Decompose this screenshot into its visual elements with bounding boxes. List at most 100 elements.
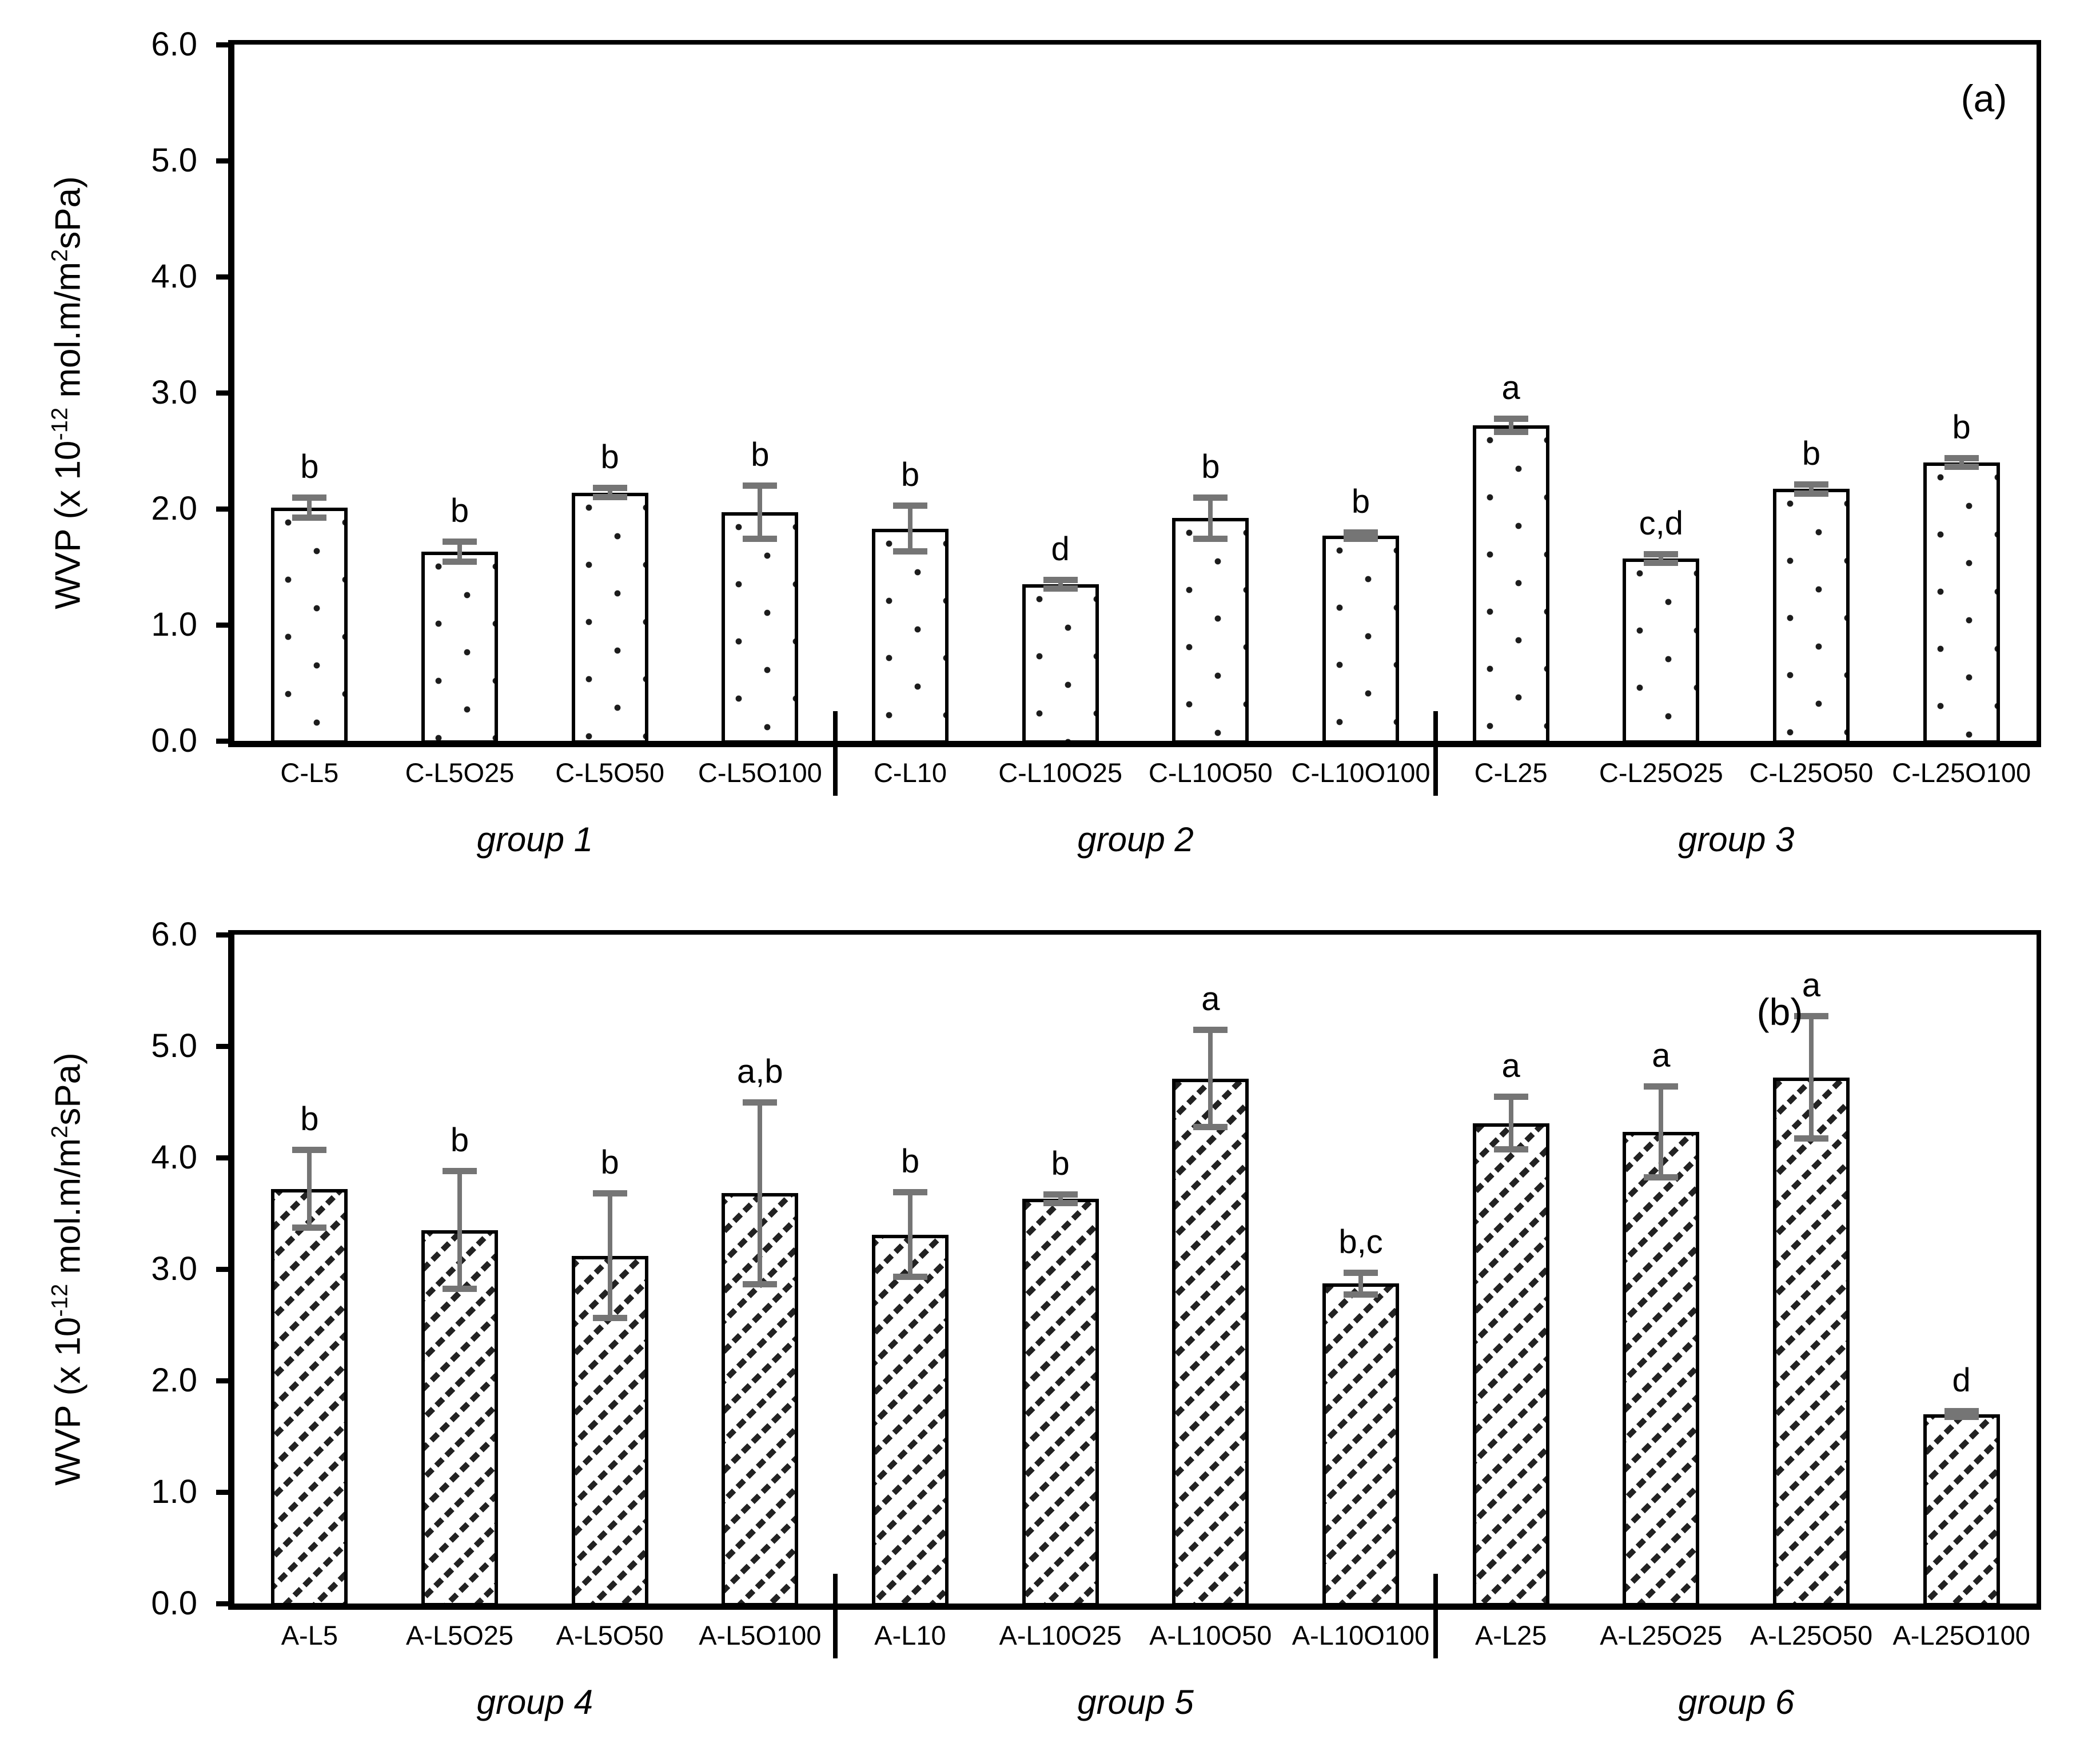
- y-tick-label: 0.0: [151, 722, 197, 759]
- y-tick-label: 3.0: [151, 1250, 197, 1287]
- error-bar-line: [758, 485, 763, 539]
- y-tick-mark: [216, 932, 234, 938]
- significance-letter: b: [300, 1100, 319, 1138]
- error-bar-line: [1659, 1086, 1664, 1178]
- group-label: group 2: [1077, 820, 1194, 859]
- error-bar-line: [1959, 457, 1964, 467]
- y-axis-title: WVP (x 10-12 mol.m/m2sPa): [39, 176, 89, 609]
- y-tick-label: 6.0: [151, 916, 197, 953]
- x-tick-label: C-L5O50: [555, 757, 665, 788]
- error-bar-cap-bottom: [893, 1273, 927, 1280]
- bar: [271, 507, 348, 744]
- error-bar-line: [307, 1150, 312, 1228]
- error-bar-cap-top: [1043, 1191, 1078, 1198]
- significance-letter: b: [1952, 408, 1971, 446]
- error-bar-cap-top: [1193, 494, 1228, 501]
- error-bar-line: [1358, 532, 1363, 539]
- y-tick-mark: [216, 1155, 234, 1160]
- significance-letter: b: [1051, 1145, 1070, 1183]
- error-bar-cap-top: [1043, 576, 1078, 583]
- y-tick-label: 0.0: [151, 1585, 197, 1622]
- group-divider: [1433, 711, 1438, 796]
- y-axis-title-mid: mol.m/m: [48, 261, 88, 408]
- error-bar-cap-bottom: [1193, 1124, 1228, 1131]
- error-bar-cap-bottom: [443, 559, 477, 565]
- error-bar-cap-top: [592, 485, 627, 492]
- group-label: group 1: [476, 820, 593, 859]
- bar: [872, 1234, 949, 1606]
- significance-letter: b: [300, 448, 319, 485]
- x-tick-label: A-L25O50: [1750, 1620, 1873, 1650]
- error-bar-cap-top: [1644, 551, 1679, 558]
- x-tick-label: C-L25O25: [1599, 757, 1723, 788]
- significance-letter: b: [450, 1122, 469, 1159]
- error-bar-cap-bottom: [1644, 560, 1679, 567]
- significance-letter: d: [1952, 1361, 1971, 1399]
- significance-letter: b: [1201, 448, 1220, 485]
- x-tick-label: C-L25: [1474, 757, 1548, 788]
- error-bar-cap-bottom: [443, 1286, 477, 1293]
- panel-letter: (a): [1960, 77, 2007, 119]
- y-axis-title-mid: mol.m/m: [48, 1138, 88, 1284]
- bar: [271, 1188, 348, 1606]
- error-bar-cap-bottom: [743, 1281, 778, 1288]
- x-tick-label: A-L5O100: [699, 1620, 822, 1650]
- x-tick-label: C-L10O100: [1291, 757, 1430, 788]
- x-tick-label: A-L10O50: [1149, 1620, 1272, 1650]
- bar: [421, 1230, 498, 1606]
- error-bar-cap-bottom: [1043, 585, 1078, 592]
- y-tick-label: 4.0: [151, 1139, 197, 1176]
- error-bar-cap-bottom: [1944, 463, 1979, 470]
- error-bar-line: [1058, 1194, 1063, 1203]
- y-tick-label: 5.0: [151, 1027, 197, 1064]
- significance-letter: b: [600, 1144, 619, 1182]
- y-tick-label: 3.0: [151, 374, 197, 411]
- x-tick-label: C-L25O50: [1749, 757, 1874, 788]
- error-bar-cap-top: [743, 482, 778, 489]
- significance-letter: b: [1802, 435, 1821, 473]
- error-bar-cap-top: [443, 1168, 477, 1175]
- bar: [1472, 425, 1549, 744]
- error-bar-cap-bottom: [292, 514, 327, 521]
- error-bar-cap-top: [292, 494, 327, 501]
- bar: [1923, 462, 2000, 744]
- plot-frame: [228, 40, 2041, 747]
- y-tick-label: 2.0: [151, 490, 197, 527]
- error-bar-line: [1208, 1029, 1213, 1128]
- group-divider: [1433, 1574, 1438, 1658]
- error-bar-line: [1809, 484, 1814, 494]
- significance-letter: a: [1802, 967, 1821, 1004]
- significance-letter: b: [1351, 482, 1370, 520]
- bar: [1773, 489, 1850, 744]
- bar: [571, 492, 648, 744]
- significance-letter: c,d: [1639, 505, 1684, 543]
- error-bar-cap-top: [443, 538, 477, 545]
- x-tick-label: A-L10O100: [1292, 1620, 1430, 1650]
- y-tick-mark: [216, 623, 234, 628]
- bar: [1923, 1414, 2000, 1606]
- group-label: group 4: [476, 1683, 593, 1721]
- x-tick-label: A-L25O25: [1600, 1620, 1723, 1650]
- error-bar-cap-top: [1193, 1026, 1228, 1033]
- y-axis-title-pre: WVP (x 10: [48, 440, 88, 609]
- x-tick-label: C-L25O100: [1892, 757, 2031, 788]
- bar: [1022, 1199, 1099, 1606]
- error-bar-line: [457, 541, 462, 563]
- x-tick-label: A-L25: [1475, 1620, 1547, 1650]
- x-tick-label: A-L5O25: [405, 1620, 514, 1650]
- error-bar-cap-top: [1944, 1407, 1979, 1414]
- error-bar-cap-bottom: [1794, 490, 1828, 497]
- error-bar-cap-top: [743, 1099, 778, 1106]
- x-tick-label: C-L5O100: [698, 757, 822, 788]
- error-bar-cap-top: [1344, 529, 1378, 536]
- x-tick-label: A-L5O50: [556, 1620, 664, 1650]
- error-bar-line: [1358, 1272, 1363, 1295]
- x-tick-label: C-L10O50: [1148, 757, 1273, 788]
- error-bar-cap-bottom: [893, 548, 927, 555]
- bar: [421, 552, 498, 744]
- y-tick-mark: [216, 42, 234, 47]
- error-bar-cap-bottom: [292, 1224, 327, 1231]
- y-axis-title: WVP (x 10-12 mol.m/m2sPa): [39, 1052, 89, 1486]
- y-axis-title-exponent: -12: [47, 1283, 73, 1317]
- error-bar-line: [1508, 1096, 1513, 1150]
